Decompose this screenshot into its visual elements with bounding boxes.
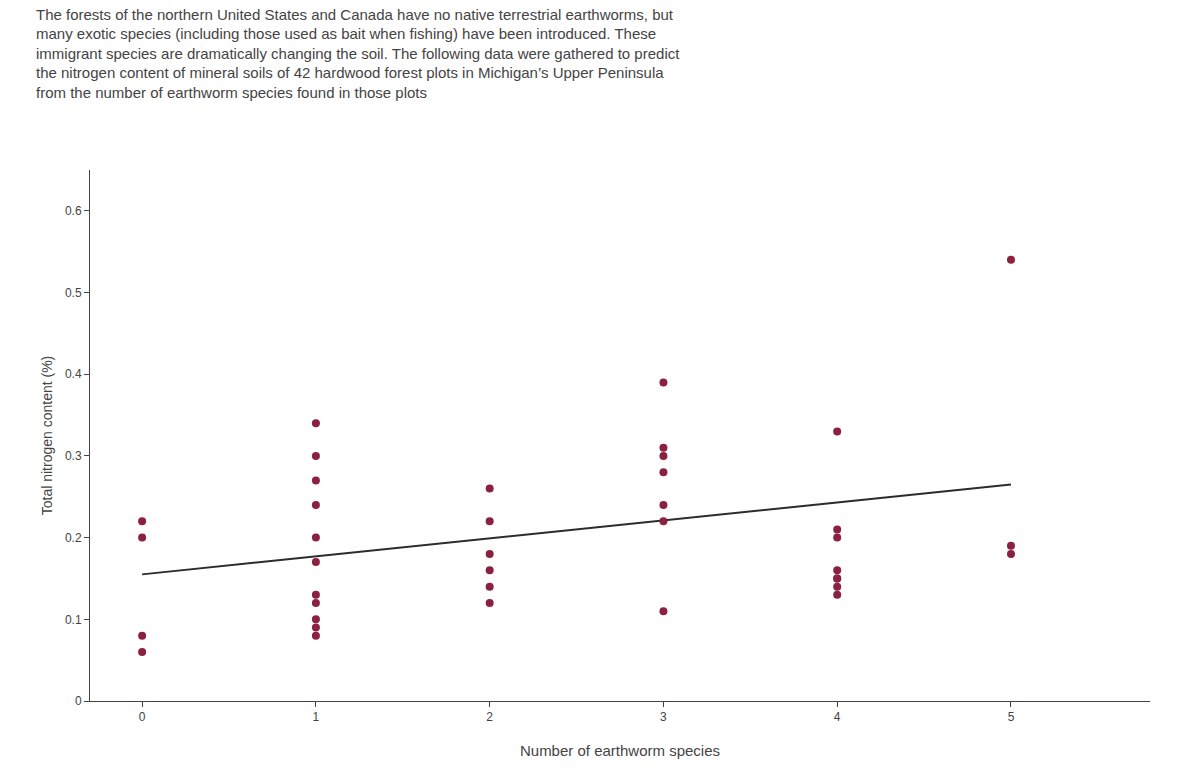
svg-text:Total nitrogen content (%): Total nitrogen content (%): [39, 356, 55, 516]
svg-text:2: 2: [486, 710, 493, 724]
svg-text:0: 0: [139, 710, 146, 724]
svg-text:0: 0: [75, 694, 82, 708]
svg-text:0.4: 0.4: [65, 367, 82, 381]
svg-text:3: 3: [660, 710, 667, 724]
svg-text:0.6: 0.6: [65, 204, 82, 218]
svg-text:0.2: 0.2: [65, 531, 82, 545]
svg-text:The forests of the northern Un: The forests of the northern United State…: [36, 6, 680, 101]
svg-text:0.1: 0.1: [65, 613, 82, 627]
svg-text:5: 5: [1008, 710, 1015, 724]
svg-text:4: 4: [834, 710, 841, 724]
svg-text:Number of earthworm species: Number of earthworm species: [520, 742, 720, 759]
svg-text:0.5: 0.5: [65, 286, 82, 300]
svg-text:1: 1: [313, 710, 320, 724]
svg-text:0.3: 0.3: [65, 449, 82, 463]
